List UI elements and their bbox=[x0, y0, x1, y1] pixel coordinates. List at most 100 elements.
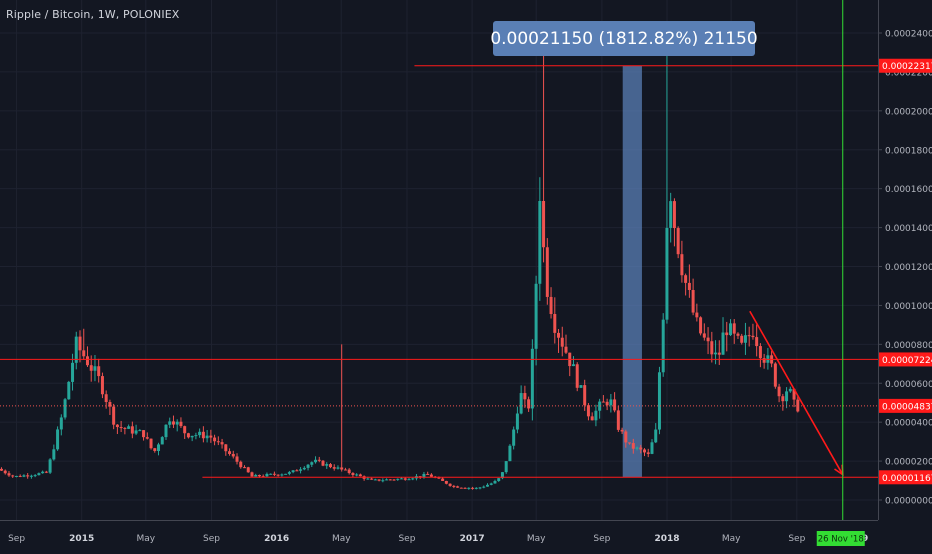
candle-body bbox=[242, 467, 246, 469]
candle-body bbox=[400, 478, 404, 480]
candle-body bbox=[456, 486, 460, 488]
candle-body bbox=[145, 437, 149, 439]
candle-body bbox=[665, 227, 669, 320]
candle-body bbox=[343, 469, 347, 471]
candle-body bbox=[373, 479, 377, 481]
candle-body bbox=[22, 475, 26, 477]
candle-body bbox=[740, 335, 744, 343]
candle-body bbox=[407, 479, 411, 481]
candle-body bbox=[396, 478, 400, 480]
candle-body bbox=[325, 464, 329, 466]
candle-body bbox=[657, 372, 661, 430]
candle-body bbox=[441, 478, 445, 481]
candle-body bbox=[747, 335, 751, 337]
candle-body bbox=[41, 471, 45, 474]
candle-body bbox=[239, 461, 243, 468]
candle-body bbox=[699, 317, 703, 334]
vertical-marker-tag bbox=[816, 531, 865, 546]
candle-body bbox=[590, 416, 594, 421]
candle-body bbox=[388, 479, 392, 481]
drawing-lines bbox=[0, 0, 878, 520]
candle-body bbox=[340, 467, 344, 470]
candle-body bbox=[71, 362, 75, 382]
x-axis-bg bbox=[0, 520, 878, 550]
candle-body bbox=[459, 487, 463, 489]
candle-body bbox=[134, 430, 138, 434]
candle-body bbox=[250, 472, 254, 477]
measure-label: 0.00021150 (1812.82%) 21150 bbox=[490, 21, 758, 56]
x-tick-label: Sep bbox=[8, 534, 25, 544]
candle-body bbox=[201, 431, 205, 439]
level-price-tag bbox=[879, 470, 932, 485]
candle-body bbox=[213, 437, 217, 442]
candle-body bbox=[485, 484, 489, 487]
candle-body bbox=[44, 471, 48, 473]
candle-body bbox=[108, 402, 112, 407]
candle-body bbox=[89, 365, 93, 371]
candle-body bbox=[609, 399, 613, 406]
candle-body bbox=[235, 456, 239, 462]
candle-body bbox=[792, 388, 796, 400]
candle-body bbox=[422, 473, 426, 477]
x-tick-label: May bbox=[332, 534, 351, 544]
candle-body bbox=[56, 429, 60, 450]
candle-body bbox=[549, 296, 553, 315]
candle-body bbox=[732, 323, 736, 334]
candle-body bbox=[321, 460, 325, 466]
candle-body bbox=[527, 399, 531, 409]
candle-body bbox=[672, 201, 676, 229]
candle-body bbox=[186, 433, 190, 438]
candle-body bbox=[231, 453, 235, 457]
candle-body bbox=[291, 470, 295, 473]
candle-body bbox=[691, 290, 695, 313]
candle-body bbox=[336, 467, 340, 469]
candle-body bbox=[530, 348, 534, 409]
candle-body bbox=[725, 332, 729, 336]
candle-body bbox=[785, 391, 789, 402]
x-tick-label: 2018 bbox=[655, 534, 680, 544]
drawing-shapes bbox=[622, 65, 642, 478]
x-axis[interactable]: Sep 2015 May Sep 2016 May Sep 2017 May Sep 2018 May… bbox=[0, 520, 878, 550]
candle-body bbox=[276, 474, 280, 476]
candle-body bbox=[93, 366, 97, 371]
x-tick-label: May bbox=[527, 534, 546, 544]
candle-body bbox=[366, 478, 370, 480]
candle-body bbox=[579, 385, 583, 388]
candle-body bbox=[684, 275, 688, 283]
candle-body bbox=[594, 410, 598, 421]
candle-body bbox=[542, 200, 546, 248]
candle-body bbox=[168, 421, 172, 425]
candle-body bbox=[429, 474, 433, 477]
candle-body bbox=[7, 473, 11, 476]
candle-body bbox=[781, 396, 785, 402]
candle-body bbox=[33, 475, 37, 477]
candle-body bbox=[620, 429, 624, 432]
candle-body bbox=[639, 447, 643, 450]
last-price-tag bbox=[879, 398, 932, 413]
candle-body bbox=[3, 470, 7, 474]
candle-body bbox=[164, 424, 168, 438]
candle-body bbox=[314, 459, 318, 463]
candle-body bbox=[478, 487, 482, 489]
candle-body bbox=[411, 478, 415, 480]
x-tick-label: 2015 bbox=[69, 534, 94, 544]
x-tick-label: Sep bbox=[203, 534, 220, 544]
candle-body bbox=[553, 314, 557, 333]
candle-body bbox=[149, 438, 153, 449]
candle-body bbox=[381, 480, 385, 482]
candle-body bbox=[272, 473, 276, 475]
candle-body bbox=[14, 475, 18, 477]
candle-body bbox=[654, 429, 658, 443]
candle-body bbox=[190, 435, 194, 438]
candle-body bbox=[160, 437, 164, 445]
